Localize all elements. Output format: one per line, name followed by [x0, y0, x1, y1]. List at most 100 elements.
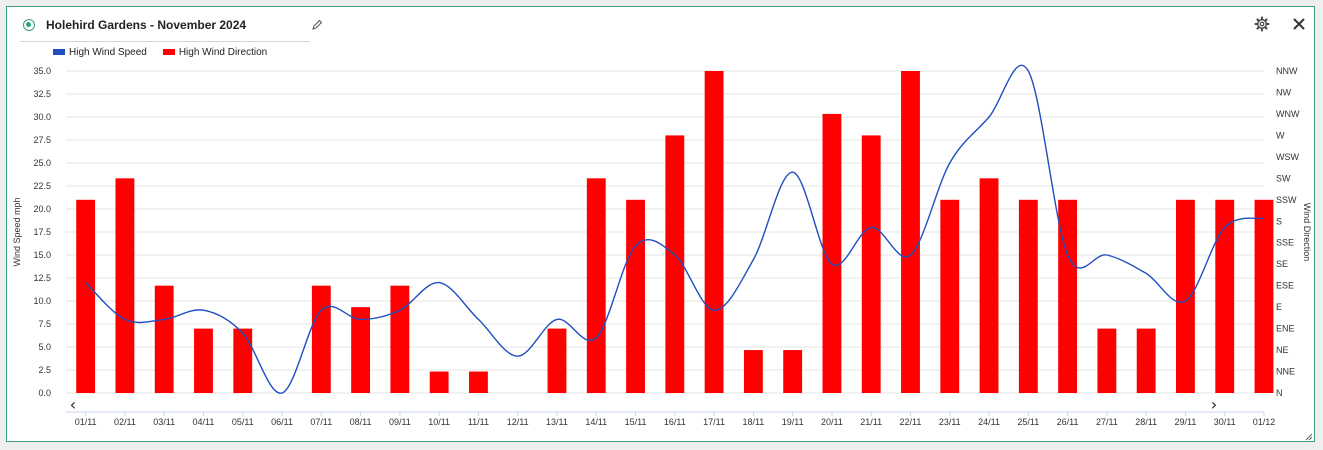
wind-direction-bar[interactable]	[1136, 328, 1156, 393]
y-right-tick-label: N	[1276, 388, 1283, 398]
legend-swatch-wind-speed	[53, 49, 65, 55]
x-axis-tick-label: 04/11	[193, 417, 215, 427]
y-left-tick-label: 30.0	[33, 112, 51, 122]
wind-direction-bar[interactable]	[547, 328, 567, 393]
wind-direction-bar[interactable]	[901, 71, 920, 393]
y-right-tick-label: SW	[1276, 173, 1291, 183]
x-axis-tick-label: 26/11	[1057, 417, 1079, 427]
x-axis-tick-label: 30/11	[1214, 417, 1236, 427]
wind-direction-bar[interactable]	[468, 371, 488, 393]
wind-direction-bar[interactable]	[194, 328, 213, 393]
chart-legend: High Wind Speed High Wind Direction	[53, 45, 267, 59]
y-left-tick-label: 35.0	[33, 66, 51, 76]
y-left-axis-title: Wind Speed mph	[12, 197, 22, 266]
wind-direction-bar[interactable]	[76, 199, 96, 393]
y-left-tick-label: 22.5	[33, 181, 51, 191]
y-left-tick-label: 2.5	[38, 365, 51, 375]
x-axis-tick-label: 22/11	[900, 417, 922, 427]
gear-icon[interactable]	[1254, 16, 1270, 32]
wind-direction-bar[interactable]	[311, 285, 331, 393]
wind-direction-bar[interactable]	[1215, 199, 1235, 393]
y-right-tick-label: SSE	[1276, 238, 1294, 248]
x-axis-tick-label: 16/11	[664, 417, 686, 427]
wind-direction-bar[interactable]	[154, 285, 174, 393]
wind-direction-bar[interactable]	[861, 135, 881, 393]
y-right-tick-label: W	[1276, 130, 1285, 140]
x-axis-tick-label: 19/11	[782, 417, 804, 427]
wind-direction-bar[interactable]	[1058, 199, 1078, 393]
legend-item-wind-speed[interactable]: High Wind Speed	[53, 45, 147, 59]
x-axis-tick-label: 12/11	[507, 417, 529, 427]
wind-direction-bar[interactable]	[743, 350, 763, 393]
wind-speed-line[interactable]	[85, 64, 1265, 394]
wind-direction-bar[interactable]	[822, 113, 842, 393]
y-right-tick-label: WNW	[1276, 109, 1300, 119]
y-right-tick-label: NNW	[1276, 66, 1298, 76]
status-indicator-icon	[23, 19, 35, 31]
x-axis-tick-label: 15/11	[625, 417, 647, 427]
wind-direction-bar[interactable]	[586, 178, 606, 393]
wind-direction-bar[interactable]	[390, 285, 410, 393]
x-axis-tick-label: 01/12	[1253, 417, 1276, 427]
wind-direction-bar[interactable]	[626, 199, 645, 393]
legend-item-wind-direction[interactable]: High Wind Direction	[162, 45, 268, 59]
scroll-left-icon[interactable]: ‹	[70, 395, 76, 414]
x-axis-tick-label: 23/11	[939, 417, 961, 427]
x-axis-tick-label: 28/11	[1135, 417, 1157, 427]
x-axis-tick-label: 07/11	[310, 417, 332, 427]
legend-label-wind-direction: High Wind Direction	[178, 46, 268, 58]
y-left-tick-label: 7.5	[38, 319, 51, 329]
y-left-tick-label: 10.0	[33, 296, 51, 306]
x-axis-tick-label: 25/11	[1017, 417, 1039, 427]
x-axis-tick-label: 24/11	[978, 417, 1000, 427]
wind-direction-bar[interactable]	[1018, 199, 1038, 393]
y-right-tick-label: NNE	[1276, 367, 1295, 377]
wind-direction-bar[interactable]	[1097, 328, 1117, 393]
y-left-tick-label: 17.5	[33, 227, 51, 237]
x-axis-tick-label: 06/11	[271, 417, 293, 427]
wind-direction-bar[interactable]	[704, 71, 724, 393]
widget-title-field[interactable]: Holehird Gardens - November 2024	[20, 15, 310, 42]
wind-direction-bar[interactable]	[940, 199, 960, 393]
x-axis-tick-label: 10/11	[428, 417, 450, 427]
x-axis-tick-label: 20/11	[821, 417, 843, 427]
x-axis-tick-label: 03/11	[153, 417, 175, 427]
widget-title: Holehird Gardens - November 2024	[46, 18, 247, 32]
y-right-tick-label: WSW	[1276, 152, 1299, 162]
wind-direction-bar[interactable]	[115, 178, 135, 393]
x-axis-tick-label: 01/11	[75, 417, 97, 427]
y-right-tick-label: SSW	[1276, 195, 1297, 205]
x-axis-tick-label: 05/11	[232, 417, 254, 427]
y-left-tick-label: 25.0	[33, 158, 51, 168]
y-right-tick-label: E	[1276, 302, 1282, 312]
wind-direction-bar[interactable]	[665, 135, 685, 393]
chart-widget-panel: Holehird Gardens - November 2024 High Wi…	[6, 6, 1315, 442]
wind-direction-bar[interactable]	[1254, 199, 1274, 393]
y-left-tick-label: 15.0	[33, 250, 51, 260]
wind-direction-bar[interactable]	[783, 350, 803, 393]
wind-direction-bar[interactable]	[429, 371, 449, 393]
x-axis-tick-label: 09/11	[389, 417, 411, 427]
x-axis-tick-label: 18/11	[742, 417, 764, 427]
y-right-tick-label: SE	[1276, 259, 1288, 269]
x-axis-tick-label: 02/11	[114, 417, 136, 427]
y-right-axis-title: Wind Direction	[1302, 203, 1312, 262]
wind-direction-bar[interactable]	[979, 178, 999, 393]
x-axis-tick-label: 08/11	[350, 417, 372, 427]
y-right-tick-label: NE	[1276, 345, 1289, 355]
y-left-tick-label: 20.0	[33, 204, 51, 214]
y-right-tick-label: S	[1276, 216, 1282, 226]
wind-direction-bar[interactable]	[1176, 199, 1195, 393]
edit-icon[interactable]	[311, 19, 323, 31]
close-icon[interactable]	[1292, 17, 1306, 31]
legend-label-wind-speed: High Wind Speed	[69, 46, 147, 58]
wind-direction-bar[interactable]	[233, 328, 253, 393]
y-right-tick-label: ESE	[1276, 281, 1294, 291]
wind-direction-bar[interactable]	[351, 307, 371, 393]
x-axis-tick-label: 17/11	[703, 417, 725, 427]
y-left-tick-label: 0.0	[38, 388, 51, 398]
scroll-right-icon[interactable]: ›	[1211, 395, 1217, 414]
y-left-tick-label: 32.5	[33, 89, 51, 99]
resize-handle-icon[interactable]	[1305, 433, 1313, 441]
x-axis-tick-label: 13/11	[546, 417, 568, 427]
